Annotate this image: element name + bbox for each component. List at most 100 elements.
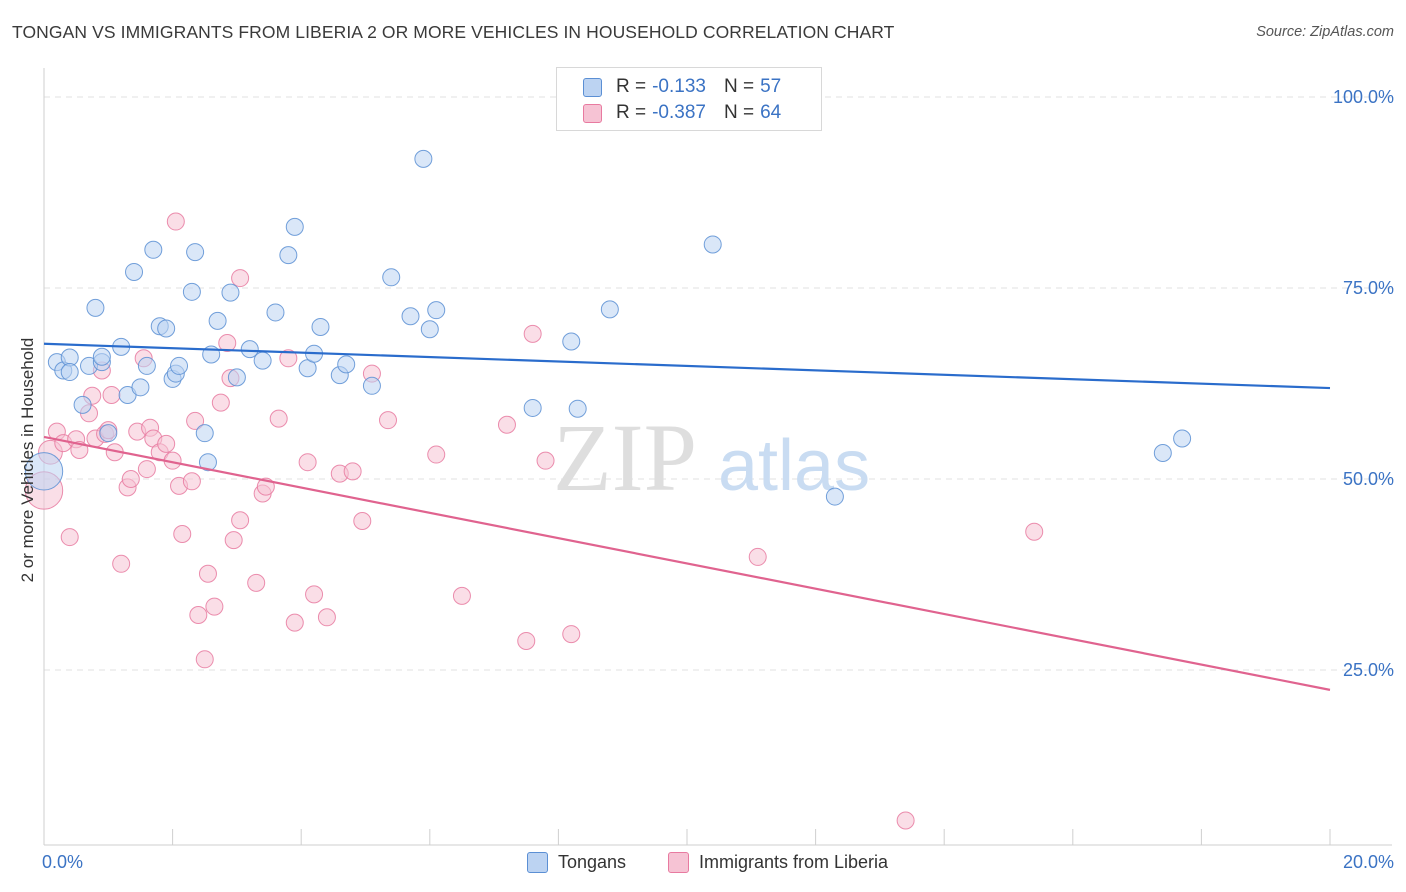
trend-line-liberia (43, 435, 1331, 691)
legend-r-value: -0.387 (652, 102, 706, 123)
y-axis-label: 2 or more Vehicles in Household (18, 337, 37, 583)
tongans-point (198, 453, 217, 472)
y-axis-label-wrap: 2 or more Vehicles in Household (14, 100, 42, 820)
liberia-point (285, 613, 304, 632)
tongans-point (221, 283, 240, 302)
tongans-point (703, 235, 722, 254)
tongans-point (825, 487, 844, 506)
tongans-point (279, 246, 298, 265)
tongans-point (253, 351, 272, 370)
liberia-point (195, 650, 214, 669)
liberia-point (247, 573, 266, 592)
tongans-point (523, 398, 542, 417)
liberia-point (102, 385, 121, 404)
tongans-point (382, 268, 401, 287)
liberia-point (269, 409, 288, 428)
legend-item-tongans[interactable]: Tongans (527, 852, 626, 873)
liberia-point (452, 586, 471, 605)
liberia-point (497, 415, 516, 434)
tongans-point (131, 378, 150, 397)
liberia-point (157, 434, 176, 453)
tongans-point (195, 424, 214, 443)
liberia-point (186, 411, 205, 430)
liberia-point (218, 334, 237, 353)
liberia-point (896, 811, 915, 830)
y-tick-label: 100.0% (1332, 87, 1394, 107)
correlation-legend: R = -0.133 N = 57 R = -0.387 N = 64 (556, 67, 822, 131)
liberia-point (211, 393, 230, 412)
legend-label-liberia: Immigrants from Liberia (699, 852, 889, 872)
watermark-atlas: atlas (718, 426, 870, 506)
liberia-point (343, 462, 362, 481)
legend-label-tongans: Tongans (558, 852, 627, 872)
tongans-point (137, 356, 156, 375)
tongans-point (362, 376, 381, 395)
liberia-point (231, 511, 250, 530)
y-tick-label: 75.0% (1342, 278, 1394, 298)
tongans-point (157, 319, 176, 338)
tongans-point (600, 300, 619, 319)
tongans-point (420, 320, 439, 339)
tongans-point (227, 368, 246, 387)
tongans-point (208, 311, 227, 330)
legend-item-liberia[interactable]: Immigrants from Liberia (668, 852, 888, 873)
legend-swatch-liberia (668, 852, 689, 873)
legend-swatch-tongans (583, 77, 602, 97)
legend-r-value: -0.133 (652, 76, 706, 97)
tongans-point (266, 303, 285, 322)
liberia-point (224, 531, 243, 550)
chart-title: TONGAN VS IMMIGRANTS FROM LIBERIA 2 OR M… (12, 22, 895, 42)
tongans-point (125, 262, 144, 281)
watermark: ZIP atlas (553, 404, 870, 511)
liberia-point (536, 451, 555, 470)
liberia-point (427, 445, 446, 464)
liberia-point (517, 631, 536, 650)
tongans-point (1173, 429, 1192, 448)
legend-swatch-tongans (527, 852, 548, 873)
legend-n-value: 57 (760, 76, 782, 97)
trend-lines (43, 342, 1331, 691)
legend-n-label: N = (723, 76, 755, 97)
liberia-point (562, 625, 581, 644)
tongans-point (92, 347, 111, 366)
liberia-point (205, 597, 224, 616)
tongans-point (562, 332, 581, 351)
liberia-point (317, 608, 336, 627)
y-tick-label: 25.0% (1342, 660, 1394, 680)
x-tick-label: 0.0% (42, 852, 84, 872)
tongans-point (401, 307, 420, 326)
tongans-point (86, 298, 105, 317)
tongans-point (182, 282, 201, 301)
tongans-point (337, 355, 356, 374)
liberia-point (379, 411, 398, 430)
tongans-point (170, 356, 189, 375)
liberia-point (1025, 522, 1044, 541)
legend-row-liberia: R = -0.387 N = 64 (583, 102, 781, 124)
liberia-point (189, 605, 208, 624)
legend-n-label: N = (723, 102, 755, 123)
liberia-point (182, 472, 201, 491)
series-tongans-points (24, 149, 1192, 506)
trend-line-tongans (43, 342, 1331, 390)
tongans-point (24, 452, 64, 491)
series-liberia-points (24, 212, 1044, 830)
liberia-point (137, 460, 156, 479)
liberia-point (353, 512, 372, 531)
tongans-point (414, 149, 433, 168)
liberia-point (173, 525, 192, 544)
tongans-point (568, 399, 587, 418)
liberia-point (166, 212, 185, 231)
tongans-point (73, 395, 92, 414)
liberia-point (279, 349, 298, 368)
liberia-point (121, 470, 140, 488)
source-label: Source: ZipAtlas.com (1256, 24, 1394, 40)
liberia-point (198, 564, 217, 583)
tongans-point (427, 301, 446, 320)
tongans-point (186, 243, 205, 262)
liberia-point (305, 585, 324, 604)
series-legend: Tongans Immigrants from Liberia (0, 852, 1406, 878)
tongans-point (99, 424, 118, 443)
liberia-point (523, 324, 542, 343)
watermark-zip: ZIP (553, 404, 697, 511)
